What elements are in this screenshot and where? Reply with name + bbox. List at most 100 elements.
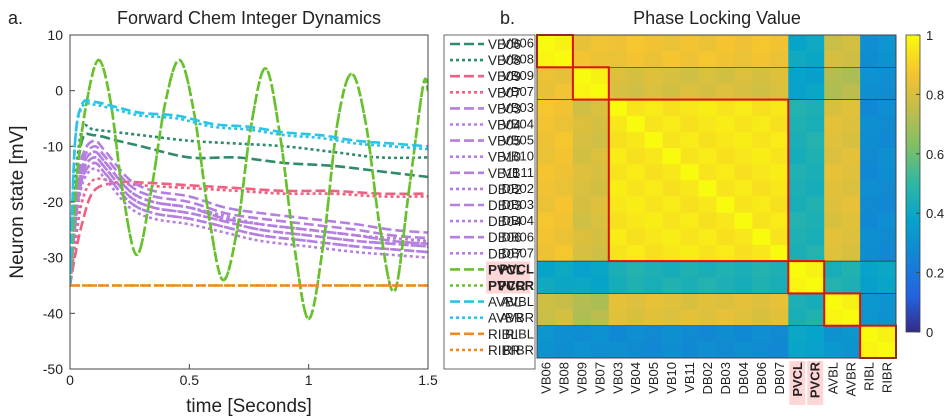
legend-item: VB11 [450, 166, 520, 181]
heatmap-cell [860, 35, 879, 52]
heatmap-cell [752, 83, 771, 100]
heatmap-cell [644, 309, 663, 326]
heatmap-cell [806, 212, 825, 230]
colorbar: 0 0.2 0.4 0.6 0.8 1 [905, 28, 944, 340]
column-label: RIBL [862, 362, 877, 391]
y-tick-label: -40 [43, 305, 63, 321]
heatmap-cell [698, 244, 717, 262]
column-label: DB02 [700, 362, 715, 395]
heatmap-cell [860, 148, 879, 165]
heatmap-panel: b. Phase Locking Value VB06VB08VB09VB07V… [498, 8, 897, 405]
heatmap-cell [626, 35, 645, 52]
heatmap-cell [644, 244, 663, 262]
column-label: VB06 [538, 362, 553, 394]
heatmap-cell [860, 196, 879, 213]
heatmap-cell [644, 99, 663, 117]
heatmap-cell [806, 164, 825, 181]
heatmap-cell [860, 325, 879, 343]
heatmap-cell [590, 35, 610, 52]
row-label: DB03 [501, 197, 534, 212]
legend-label: PVCL [488, 262, 524, 277]
heatmap-cell [608, 212, 628, 230]
heatmap-cell [644, 212, 663, 230]
heatmap-cell [770, 115, 789, 133]
heatmap-cell [680, 309, 699, 326]
heatmap-cell [860, 164, 879, 181]
column-labels: VB06 VB08 VB09 VB07 VB03 VB04 VB05 VB10 VB11 DB02… [538, 361, 895, 405]
column-label: VB03 [610, 362, 625, 394]
heatmap-cell [716, 325, 735, 343]
heatmap-cell [554, 35, 574, 52]
heatmap-cell [554, 180, 574, 197]
legend-item: PVCL [450, 261, 530, 278]
heatmap-cell [806, 341, 825, 359]
legend-item: PVCR [450, 277, 530, 294]
heatmap-cell [806, 99, 825, 117]
heatmap-cell [680, 51, 699, 68]
heatmap-cell [590, 99, 610, 117]
legend-item: RIBL [450, 327, 519, 342]
heatmap-cell [698, 131, 717, 149]
heatmap-cell [572, 293, 592, 310]
legend-item: DB07 [450, 246, 522, 261]
heatmap-cell [644, 196, 663, 213]
heatmap-cell [572, 212, 592, 230]
heatmap-cell [860, 180, 879, 197]
heatmap-cell [824, 67, 843, 84]
heatmap-cell [554, 131, 574, 149]
row-label: VB10 [502, 149, 534, 164]
heatmap-cell [608, 51, 628, 68]
heatmap-cell [824, 293, 843, 310]
x-tick-label: 1.5 [418, 372, 438, 388]
heatmap-cell [644, 228, 663, 246]
heatmap-cell [680, 115, 699, 133]
heatmap-cell [824, 261, 843, 278]
heatmap-cell [662, 341, 681, 359]
heatmap-cell [842, 341, 861, 359]
heatmap-cell [608, 293, 628, 310]
heatmap-cell [608, 115, 628, 133]
heatmap-cell [716, 83, 735, 100]
heatmap-cell [590, 164, 610, 181]
heatmap-cell [752, 99, 771, 117]
heatmap-cell [806, 325, 825, 343]
heatmap-cell [608, 244, 628, 262]
heatmap-cell [626, 244, 645, 262]
heatmap-cell [752, 228, 771, 246]
series-line-db04 [70, 150, 428, 286]
panel-label-b: b. [500, 8, 515, 28]
heatmap-cell [788, 325, 807, 343]
heatmap-cell [824, 164, 843, 181]
heatmap-cell [770, 67, 789, 84]
heatmap-cell [788, 277, 807, 294]
heatmap-cell [716, 228, 735, 246]
heatmap-cell [554, 99, 574, 117]
panel-label-a: a. [8, 8, 23, 28]
heatmap-cell [554, 277, 574, 294]
heatmap-cell [626, 309, 645, 326]
heatmap-cell [824, 99, 843, 117]
heatmap-cell [734, 180, 753, 197]
heatmap-cell [608, 99, 628, 117]
heatmap-cell [734, 164, 753, 181]
heatmap-cell [608, 277, 628, 294]
heatmap-cell [824, 325, 843, 343]
heatmap-cell [770, 131, 789, 149]
column-label: VB08 [556, 362, 571, 394]
heatmap-cell [878, 131, 897, 149]
plot-frame [69, 34, 429, 370]
heatmap-cell [788, 131, 807, 149]
heatmap-frame [536, 34, 897, 359]
heatmap-cell [698, 341, 717, 359]
series-line-db03 [70, 156, 428, 286]
column-label: DB07 [772, 362, 787, 395]
heatmap-cell [716, 131, 735, 149]
heatmap-cell [752, 309, 771, 326]
heatmap-cell [734, 99, 753, 117]
heatmap-cell [537, 180, 556, 197]
heatmap-cell [716, 115, 735, 133]
heatmap-cell [842, 180, 861, 197]
heatmap-cell [716, 341, 735, 359]
heatmap-cell [752, 196, 771, 213]
